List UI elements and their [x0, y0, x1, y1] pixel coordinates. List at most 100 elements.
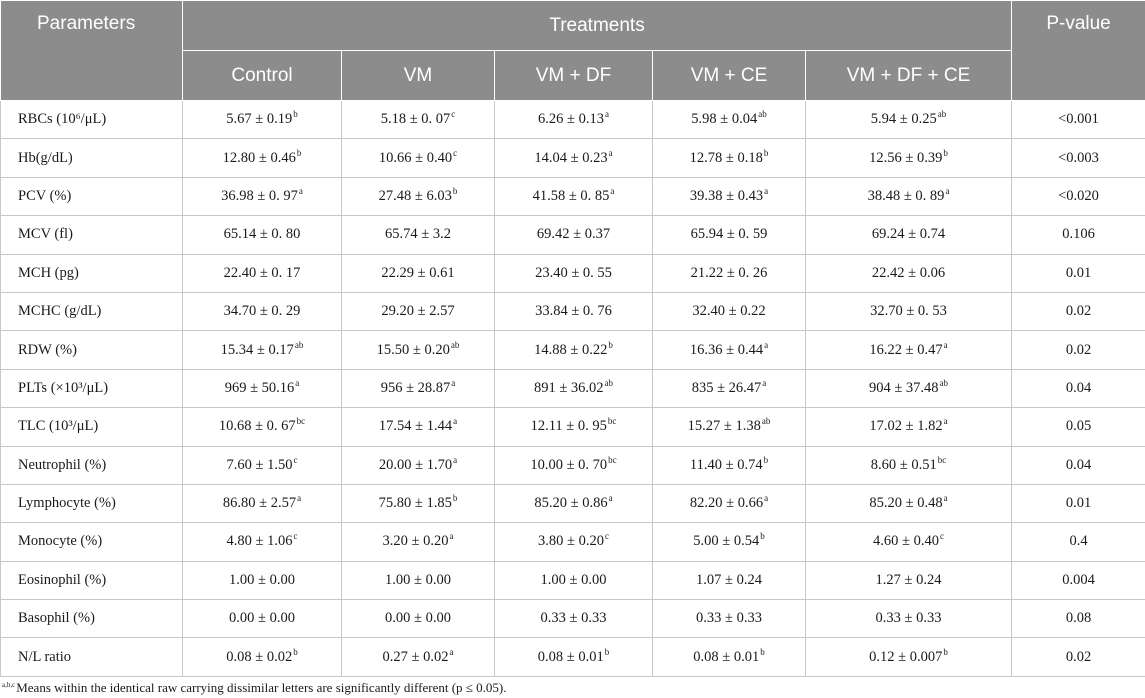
significance-letters: b [760, 646, 765, 657]
mean-sd-value: 1.00 ± 0.00 [229, 571, 295, 588]
value-cell: 0.33 ± 0.33 [804, 599, 1013, 639]
value-cell: 69.42 ± 0.37 [494, 215, 653, 255]
value-cell: 0.27 ± 0.02a [341, 637, 495, 677]
mean-sd-value: 0.08 ± 0.01 [693, 648, 760, 665]
significance-letters: ab [939, 377, 949, 388]
parameter-name: PLTs (×10³/μL) [0, 368, 183, 409]
table-body: RBCs (10⁶/μL) 5.67 ± 0.19b 5.18 ± 0. 07c 6.… [0, 99, 1145, 677]
value-cell: 1.00 ± 0.00 [341, 560, 495, 601]
value-cell: 835 ± 26.47a [652, 368, 806, 409]
parameter-name: MCV (fl) [0, 215, 183, 255]
mean-sd-value: 38.48 ± 0. 89 [867, 187, 945, 204]
value-cell: 0.33 ± 0.33 [494, 599, 653, 639]
value-cell: 11.40 ± 0.74b [652, 445, 806, 485]
mean-sd-value: 22.40 ± 0. 17 [223, 264, 301, 281]
p-value-cell: 0.004 [1011, 560, 1145, 601]
significance-letters: b [452, 493, 458, 504]
treatments-header: Treatments [181, 0, 1013, 51]
table-row: Lymphocyte (%) 86.80 ± 2.57a 75.80 ± 1.85b… [0, 483, 1145, 524]
p-value-cell: 0.01 [1011, 253, 1145, 293]
value-cell: 32.40 ± 0.22 [652, 291, 806, 332]
value-cell: 16.36 ± 0.44a [652, 330, 806, 370]
significance-letters: a [943, 416, 948, 427]
value-cell: 32.70 ± 0. 53 [804, 291, 1013, 332]
table-row: RDW (%) 15.34 ± 0.17ab 15.50 ± 0.20ab 14.88… [0, 330, 1145, 370]
value-cell: 86.80 ± 2.57a [182, 483, 342, 524]
significance-letters: a [943, 493, 948, 504]
significance-letters: c [293, 454, 298, 465]
value-cell: 65.14 ± 0. 80 [182, 215, 342, 255]
group-header-vm-df-ce: VM + DF + CE [804, 50, 1013, 101]
mean-sd-value: 0.00 ± 0.00 [385, 610, 451, 627]
parameter-name: Lymphocyte (%) [0, 483, 183, 524]
value-cell: 0.08 ± 0.01b [652, 637, 806, 677]
hematology-table: Parameters Treatments P-value Control VM… [0, 0, 1145, 677]
mean-sd-value: 1.00 ± 0.00 [540, 571, 607, 588]
p-value-cell: 0.01 [1011, 483, 1145, 524]
parameter-name: RDW (%) [0, 330, 183, 370]
significance-letters: a [764, 339, 769, 350]
table-row: PCV (%) 36.98 ± 0. 97a 27.48 ± 6.03b 41.58 … [0, 176, 1145, 217]
mean-sd-value: 23.40 ± 0. 55 [535, 264, 612, 281]
table-row: N/L ratio 0.08 ± 0.02b 0.27 ± 0.02a 0.08 ± … [0, 637, 1145, 677]
mean-sd-value: 15.34 ± 0.17 [220, 341, 294, 358]
mean-sd-value: 41.58 ± 0. 85 [532, 187, 610, 204]
mean-sd-value: 7.60 ± 1.50 [226, 456, 293, 473]
parameter-name: MCH (pg) [0, 253, 183, 293]
table-header: Parameters Treatments P-value Control VM… [0, 0, 1145, 101]
value-cell: 0.00 ± 0.00 [182, 599, 342, 639]
significance-letters: b [296, 147, 302, 158]
parameter-name: Monocyte (%) [0, 522, 183, 562]
value-cell: 891 ± 36.02ab [494, 368, 653, 409]
mean-sd-value: 12.56 ± 0.39 [869, 149, 943, 166]
mean-sd-value: 15.27 ± 1.38 [687, 418, 761, 435]
significance-letters: b [943, 147, 948, 158]
mean-sd-value: 4.60 ± 0.40 [873, 533, 939, 550]
table-row: Monocyte (%) 4.80 ± 1.06c 3.20 ± 0.20a 3.80… [0, 522, 1145, 562]
value-cell: 8.60 ± 0.51bc [804, 445, 1013, 485]
mean-sd-value: 22.29 ± 0.61 [381, 264, 455, 281]
value-cell: 3.80 ± 0.20c [494, 522, 653, 562]
value-cell: 41.58 ± 0. 85a [494, 176, 653, 217]
parameter-name: RBCs (10⁶/μL) [0, 99, 183, 140]
value-cell: 0.12 ± 0.007b [804, 637, 1013, 677]
value-cell: 75.80 ± 1.85b [341, 483, 495, 524]
significance-letters: c [604, 531, 609, 542]
value-cell: 1.27 ± 0.24 [804, 560, 1013, 601]
significance-letters: a [945, 185, 950, 196]
value-cell: 17.54 ± 1.44a [341, 407, 495, 447]
mean-sd-value: 33.84 ± 0. 76 [535, 303, 612, 320]
value-cell: 23.40 ± 0. 55 [494, 253, 653, 293]
value-cell: 21.22 ± 0. 26 [652, 253, 806, 293]
mean-sd-value: 3.20 ± 0.20 [382, 533, 449, 550]
value-cell: 17.02 ± 1.82a [804, 407, 1013, 447]
mean-sd-value: 10.68 ± 0. 67 [218, 418, 296, 435]
value-cell: 34.70 ± 0. 29 [182, 291, 342, 332]
significance-letters: a [610, 185, 615, 196]
significance-letters: a [762, 377, 767, 388]
value-cell: 36.98 ± 0. 97a [182, 176, 342, 217]
mean-sd-value: 14.88 ± 0.22 [534, 341, 608, 358]
value-cell: 20.00 ± 1.70a [341, 445, 495, 485]
significance-letters: a [604, 109, 609, 120]
value-cell: 1.00 ± 0.00 [182, 560, 342, 601]
mean-sd-value: 86.80 ± 2.57 [222, 495, 297, 512]
value-cell: 15.34 ± 0.17ab [182, 330, 342, 370]
mean-sd-value: 17.02 ± 1.82 [869, 418, 943, 435]
footnote-marks: a,b,c [2, 681, 16, 689]
value-cell: 22.40 ± 0. 17 [182, 253, 342, 293]
parameter-name: Basophil (%) [0, 599, 183, 639]
mean-sd-value: 969 ± 50.16 [224, 379, 295, 396]
value-cell: 12.11 ± 0. 95bc [494, 407, 653, 447]
mean-sd-value: 75.80 ± 1.85 [378, 495, 452, 512]
mean-sd-value: 891 ± 36.02 [533, 379, 604, 396]
value-cell: 22.42 ± 0.06 [804, 253, 1013, 293]
value-cell: 4.80 ± 1.06c [182, 522, 342, 562]
p-value-cell: 0.106 [1011, 215, 1145, 255]
value-cell: 5.00 ± 0.54b [652, 522, 806, 562]
significance-letters: a [764, 185, 769, 196]
significance-letters: b [943, 646, 948, 657]
parameter-name: PCV (%) [0, 176, 183, 217]
mean-sd-value: 1.00 ± 0.00 [385, 571, 451, 588]
mean-sd-value: 0.33 ± 0.33 [540, 610, 607, 627]
